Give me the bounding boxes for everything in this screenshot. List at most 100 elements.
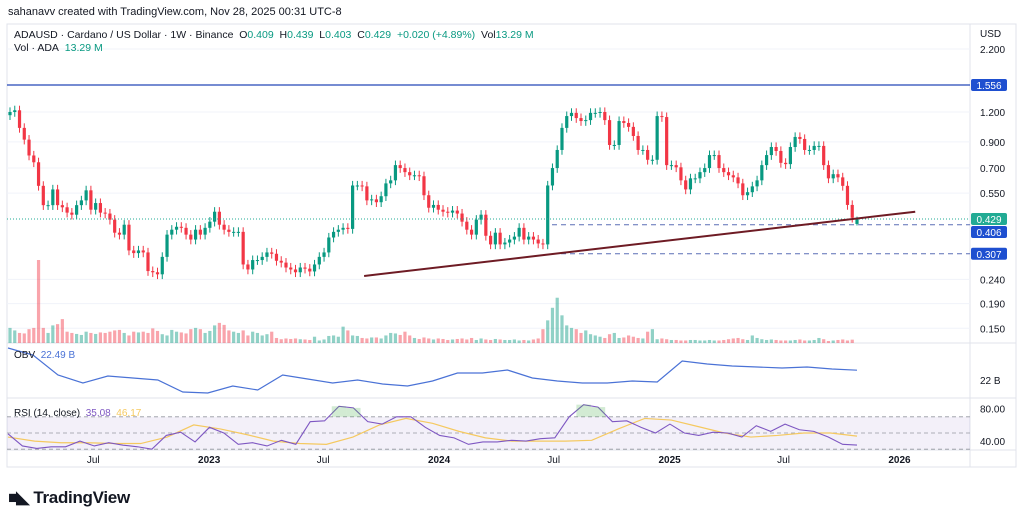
volume-bar: [408, 335, 412, 343]
symbol-title[interactable]: ADAUSD · Cardano / US Dollar · 1W · Bina…: [14, 29, 234, 41]
rsi-ma-value: 46.17: [116, 408, 142, 419]
volume-bar: [412, 337, 417, 343]
volume-bar: [760, 339, 764, 343]
volume-bar: [312, 336, 317, 343]
candle-body: [736, 177, 740, 184]
candle-body: [660, 116, 664, 118]
volume-bar: [779, 340, 783, 343]
volume-bar: [541, 329, 545, 343]
volume-bar: [788, 340, 792, 343]
volume-bar: [717, 340, 721, 343]
candle-body: [469, 229, 474, 235]
candle-body: [446, 211, 450, 213]
candle-body: [132, 250, 136, 254]
volume-bar: [674, 339, 678, 343]
price-tick-label: 0.150: [980, 324, 1005, 335]
volume-bar: [151, 328, 155, 343]
volume-bar: [798, 339, 802, 343]
volume-bar: [764, 339, 769, 343]
candle-body: [41, 185, 45, 206]
volume-bar: [807, 340, 812, 343]
candle-body: [574, 112, 578, 119]
volume-bar: [265, 334, 269, 343]
volume-bar: [793, 339, 797, 343]
candle-body: [255, 260, 260, 262]
volume-bar: [593, 335, 597, 343]
high-label: H: [279, 29, 288, 41]
volume-bar: [122, 332, 126, 343]
candle-body: [579, 118, 583, 122]
close-label: C: [357, 29, 365, 41]
volume-bar: [146, 332, 150, 343]
candle-body: [165, 234, 169, 257]
candle-body: [803, 138, 807, 150]
candle-body: [241, 231, 245, 265]
candle-body: [284, 262, 288, 268]
volume-bar: [474, 339, 478, 343]
open-label: O: [239, 29, 248, 41]
volume-legend[interactable]: Vol · ADA 13.29 M: [14, 42, 103, 54]
volume-bar: [569, 327, 574, 343]
volume-bar: [741, 339, 745, 343]
volume-bar: [79, 334, 83, 343]
rsi-legend[interactable]: RSI (14, close) 35.08 46.17: [14, 408, 141, 419]
rsi-axis-tick: 40.00: [980, 437, 1005, 448]
candle-body: [141, 250, 145, 253]
volume-bar: [431, 339, 436, 343]
candle-body: [94, 203, 98, 210]
volume-bar: [174, 331, 179, 343]
candle-body: [174, 226, 179, 230]
volume-bar: [46, 332, 50, 343]
volume-bar: [512, 339, 516, 343]
candle-body: [379, 196, 383, 203]
volume-bar: [303, 339, 307, 343]
volume-bar: [75, 333, 79, 343]
candle-body: [346, 227, 350, 229]
volume-bar: [222, 324, 226, 343]
price-tick-label: 0.550: [980, 189, 1005, 200]
candle-body: [841, 177, 845, 186]
candle-body: [232, 231, 236, 233]
candle-body: [403, 168, 407, 173]
price-tick-label: 0.900: [980, 138, 1005, 149]
candle-body: [75, 205, 79, 215]
candle-body: [51, 189, 55, 206]
candle-body: [246, 264, 250, 270]
currency-label[interactable]: USD: [980, 29, 1002, 40]
candle-body: [593, 112, 597, 114]
volume-bar: [803, 340, 807, 343]
volume-bar: [389, 332, 393, 343]
candle-body: [850, 204, 854, 218]
volume-bar: [826, 340, 831, 343]
candle-body: [855, 218, 859, 224]
candle-body: [546, 185, 550, 245]
volume-bar: [422, 337, 426, 343]
volume-bar: [817, 337, 821, 343]
candle-body: [550, 168, 555, 186]
candle-body: [79, 200, 83, 206]
candle-body: [65, 207, 69, 213]
obv-legend[interactable]: OBV 22.49 B: [14, 350, 75, 361]
time-tick-label: 2026: [888, 455, 911, 466]
volume-bar: [55, 324, 60, 343]
volume-bar: [836, 339, 840, 343]
change-value: +0.020 (+4.89%): [396, 29, 476, 41]
volume-bar: [298, 339, 302, 343]
volume-bar: [441, 338, 445, 343]
candle-body: [536, 239, 540, 244]
volume-bar: [336, 336, 340, 343]
tradingview-logo[interactable]: ■◣ TradingView: [8, 488, 130, 508]
volume-bar: [579, 332, 583, 343]
volume-bar: [127, 335, 131, 343]
candle-body: [317, 256, 321, 265]
candle-body: [308, 268, 312, 272]
candle-body: [508, 239, 512, 243]
candle-body: [745, 192, 750, 196]
candle-body: [208, 221, 212, 228]
candle-body: [764, 155, 769, 166]
volume-bar: [351, 335, 355, 343]
rsi-axis-tick: 80.00: [980, 405, 1005, 416]
candle-body: [151, 271, 155, 273]
candle-body: [650, 159, 654, 161]
